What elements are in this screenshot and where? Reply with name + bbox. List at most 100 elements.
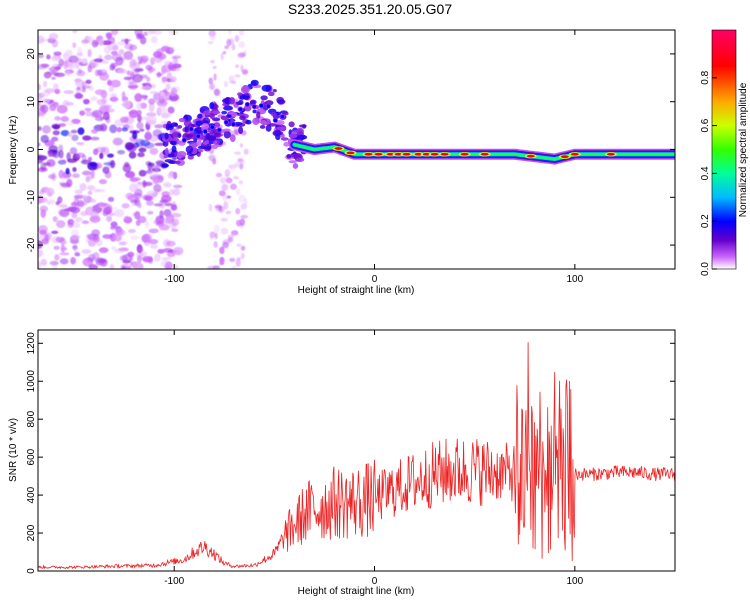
spectrogram-blob <box>74 252 81 257</box>
spectrogram-blob <box>169 46 176 53</box>
spectrogram-blob <box>149 90 159 95</box>
spectrogram-ytick-label: -20 <box>26 237 37 252</box>
spectrogram-blob <box>108 85 115 92</box>
spectrogram-ridge-blob <box>249 99 257 105</box>
spectrogram-blob <box>91 229 101 237</box>
spectrogram-blob <box>235 208 241 215</box>
spectrogram-blob <box>132 59 137 67</box>
spectrogram-blob <box>154 124 164 129</box>
spectrogram-blob <box>124 172 135 177</box>
spectrogram-blob <box>143 233 152 243</box>
spectrogram-blob <box>212 65 217 69</box>
spectrogram-ridge-blob <box>205 132 211 141</box>
spectrogram-blob <box>167 172 174 179</box>
spectrogram-ridge-blob <box>260 120 267 125</box>
spectrogram-blob <box>107 36 116 44</box>
spectrogram-blob <box>209 232 214 240</box>
spectrogram-blob <box>240 64 244 72</box>
spectrogram-ytick-label: 10 <box>26 96 37 108</box>
spectrogram-blob <box>160 92 166 96</box>
spectrogram-hotspot-core <box>606 152 615 156</box>
spectrogram-blob <box>51 76 56 80</box>
spectrogram-blob <box>152 191 159 196</box>
spectrogram-blob <box>99 116 105 121</box>
spectrogram-blob <box>60 129 70 137</box>
spectrogram-blob <box>53 83 59 92</box>
spectrogram-blob <box>214 232 218 240</box>
spectrogram-ridge-blob <box>177 124 183 129</box>
spectrogram-blob <box>115 227 124 236</box>
spectrogram-blob <box>121 91 126 100</box>
spectrogram-blob <box>85 79 92 85</box>
spectrogram-blob <box>234 74 241 78</box>
colorbar-gradient <box>711 29 737 270</box>
spectrogram-blob <box>58 204 68 208</box>
spectrogram-ridge-blob <box>221 98 232 104</box>
spectrogram-blob <box>220 217 228 222</box>
spectrogram-ridge-blob <box>277 99 286 105</box>
spectrogram-ridge-blob <box>223 105 233 111</box>
spectrogram-blob <box>154 253 161 262</box>
spectrogram-ridge-blob <box>163 154 169 159</box>
spectrogram-hotspot-core <box>480 152 489 156</box>
spectrogram-blob <box>127 229 136 234</box>
spectrogram-blob <box>70 220 80 224</box>
spectrogram-blob <box>229 257 236 262</box>
spectrogram-ridge-blob <box>252 109 257 114</box>
spectrogram-ridge-blob <box>222 128 231 132</box>
spectrogram-blob <box>79 183 87 192</box>
spectrogram-blob <box>219 256 225 265</box>
spectrogram-hotspot-core <box>346 151 355 155</box>
spectrogram-blob <box>219 206 225 213</box>
spectrogram-blob <box>60 244 66 253</box>
spectrogram-blob <box>87 190 93 196</box>
spectrogram-blob <box>213 241 218 248</box>
spectrogram-ridge-blob <box>174 160 181 165</box>
spectrogram-nodule <box>223 119 229 125</box>
spectrogram-blob <box>85 110 93 117</box>
colorbar-tick-label: 0.8 <box>700 70 711 84</box>
spectrogram-ridge-blob <box>195 120 203 126</box>
spectrogram-blob <box>128 109 139 119</box>
spectrogram-blob <box>154 142 166 146</box>
spectrogram-blob <box>172 63 182 69</box>
spectrogram-blob <box>71 134 79 142</box>
spectrogram-blob <box>112 45 119 51</box>
spectrogram-blob <box>54 116 61 121</box>
spectrogram-blob <box>139 36 147 45</box>
spectrogram-xtick-label: 0 <box>372 274 378 285</box>
spectrogram-blob <box>157 105 168 115</box>
spectrogram-blob <box>235 163 240 168</box>
spectrogram-ridge-blob <box>203 141 208 145</box>
spectrogram-blob <box>88 205 94 211</box>
spectrogram-blob <box>90 198 97 204</box>
spectrogram-blob <box>74 92 82 99</box>
spectrogram-blob <box>137 247 144 252</box>
snr-ytick-label: 1000 <box>26 370 37 393</box>
spectrogram-hotspot-core <box>440 152 449 156</box>
spectrogram-ylabel: Frequency (Hz) <box>8 116 19 185</box>
spectrogram-blob <box>98 179 107 185</box>
spectrogram-ridge-blob <box>238 126 244 135</box>
spectrogram-blob <box>165 240 176 247</box>
spectrogram-blob <box>69 239 80 245</box>
spectrogram-blob <box>38 38 50 42</box>
spectrogram-ridge-blob <box>256 111 261 119</box>
spectrogram-blob <box>240 252 245 260</box>
spectrogram-ridge-blob <box>164 147 169 156</box>
spectrogram-xtick-label: -100 <box>164 274 184 285</box>
spectrogram-blob <box>142 255 153 262</box>
spectrogram-blob <box>80 159 92 165</box>
spectrogram-blob <box>122 259 132 264</box>
spectrogram-blob <box>48 145 58 153</box>
spectrogram-ridge-blob <box>164 159 174 163</box>
spectrogram-blob <box>146 200 154 206</box>
spectrogram-blob <box>103 105 111 110</box>
spectrogram-blob <box>172 57 179 65</box>
spectrogram-blob <box>168 78 175 83</box>
spectrogram-blob <box>43 162 51 166</box>
spectrogram-blob <box>48 33 59 40</box>
spectrogram-blob <box>121 203 130 209</box>
spectrogram-ridge-blob <box>211 110 221 115</box>
